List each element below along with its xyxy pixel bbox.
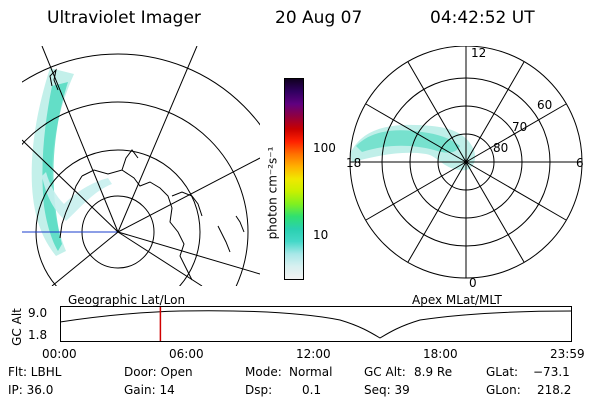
mlat-label-60: 60 (537, 98, 553, 112)
gc-alt-value: 8.9 Re (414, 365, 453, 379)
mlt-label-6: 6 (576, 156, 584, 170)
left-panel-label: Geographic Lat/Lon (68, 293, 186, 307)
dsp-value: 0.1 (302, 383, 322, 397)
right-panel-label: Apex MLat/MLT (412, 293, 502, 307)
instrument-title: Ultraviolet Imager (47, 8, 201, 28)
time-label: 04:42:52 UT (430, 8, 535, 28)
dsp-label: Dsp: (245, 383, 273, 397)
mode-value: Normal (289, 365, 333, 379)
altitude-curve (60, 310, 572, 339)
door-info: Door: Open (124, 365, 193, 379)
magnetic-polar-panel (349, 46, 583, 279)
glat-value: −73.1 (533, 365, 570, 379)
colorbar-tick-10: 10 (313, 228, 329, 242)
altitude-tick-max: 9.0 (28, 306, 48, 320)
colorbar (284, 78, 304, 280)
geographic-map-panel (22, 46, 260, 286)
mlt-label-12: 12 (471, 46, 487, 60)
time-tick-0000: 00:00 (42, 347, 77, 361)
colorbar-tick-100: 100 (313, 141, 336, 155)
mlt-label-0: 0 (469, 276, 477, 290)
mlt-label-18: 18 (346, 156, 362, 170)
altitude-tick-min: 1.8 (28, 328, 48, 342)
mode-label: Mode: (245, 365, 282, 379)
coastline (49, 68, 59, 91)
glon-value: 218.2 (537, 383, 572, 397)
seq-info: Seq: 39 (364, 383, 410, 397)
glat-label: GLat: (486, 365, 519, 379)
mlat-label-70: 70 (512, 120, 528, 134)
gc-alt-label: GC Alt: (364, 365, 406, 379)
time-tick-1200: 12:00 (296, 347, 331, 361)
filter-info: Flt: LBHL (8, 365, 62, 379)
glon-label: GLon: (486, 383, 521, 397)
time-tick-2359: 23:59 (550, 347, 585, 361)
mlat-label-80: 80 (493, 141, 509, 155)
altitude-axis-label: GC Alt (9, 308, 24, 346)
colorbar-unit-label: photon cm⁻²s⁻¹ (265, 146, 280, 240)
date-label: 20 Aug 07 (275, 8, 363, 28)
gain-info: Gain: 14 (124, 383, 175, 397)
ip-info: IP: 36.0 (8, 383, 54, 397)
altitude-timeline (60, 306, 572, 342)
auroral-emission-band-left (31, 68, 75, 256)
time-tick-0600: 06:00 (169, 347, 204, 361)
time-tick-1800: 18:00 (423, 347, 458, 361)
